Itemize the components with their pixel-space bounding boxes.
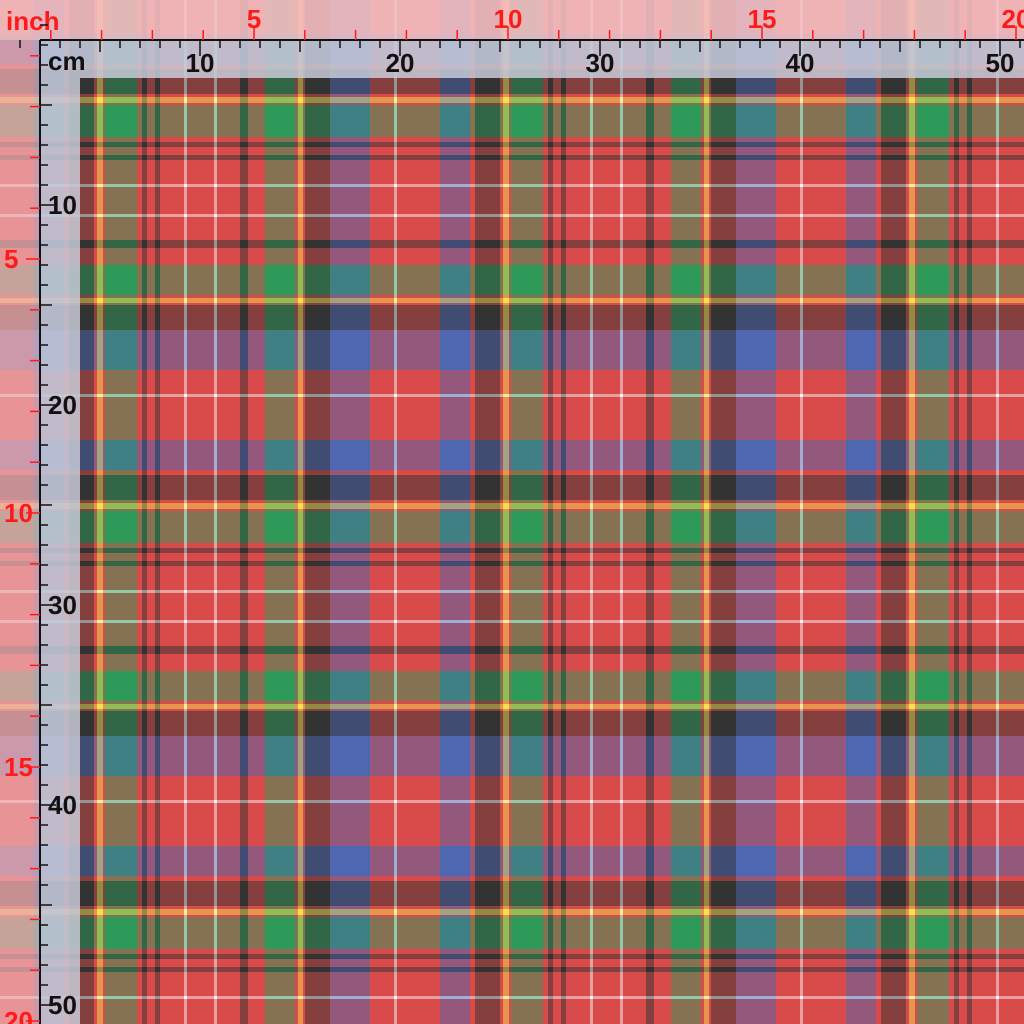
left-inch-label: 10 [4,498,33,528]
left-inch-label: 20 [4,1006,33,1024]
top-inch-label: 15 [748,4,777,34]
top-cm-label: 30 [586,48,615,78]
top-inch-label: 5 [247,4,261,34]
left-inch-label: 5 [4,244,18,274]
cm-ruler-left [40,78,80,1024]
top-cm-label: 20 [386,48,415,78]
left-cm-label: 20 [48,390,77,420]
left-cm-label: 30 [48,590,77,620]
inch-ruler-top [0,0,1024,40]
left-cm-label: 10 [48,190,77,220]
top-cm-label: 10 [186,48,215,78]
top-cm-label: 50 [986,48,1015,78]
top-inch-label: 10 [494,4,523,34]
ruler-ticks: 5 10 15 20 10 20 30 40 50 10 20 30 40 50 5 10 15 20 [4,4,1024,1024]
left-cm-label: 50 [48,990,77,1020]
cm-unit: cm [48,46,86,76]
top-inch-label: 20 [1002,4,1024,34]
inch-ruler-left [0,40,40,1024]
top-cm-label: 40 [786,48,815,78]
left-inch-label: 15 [4,752,33,782]
left-cm-label: 40 [48,790,77,820]
